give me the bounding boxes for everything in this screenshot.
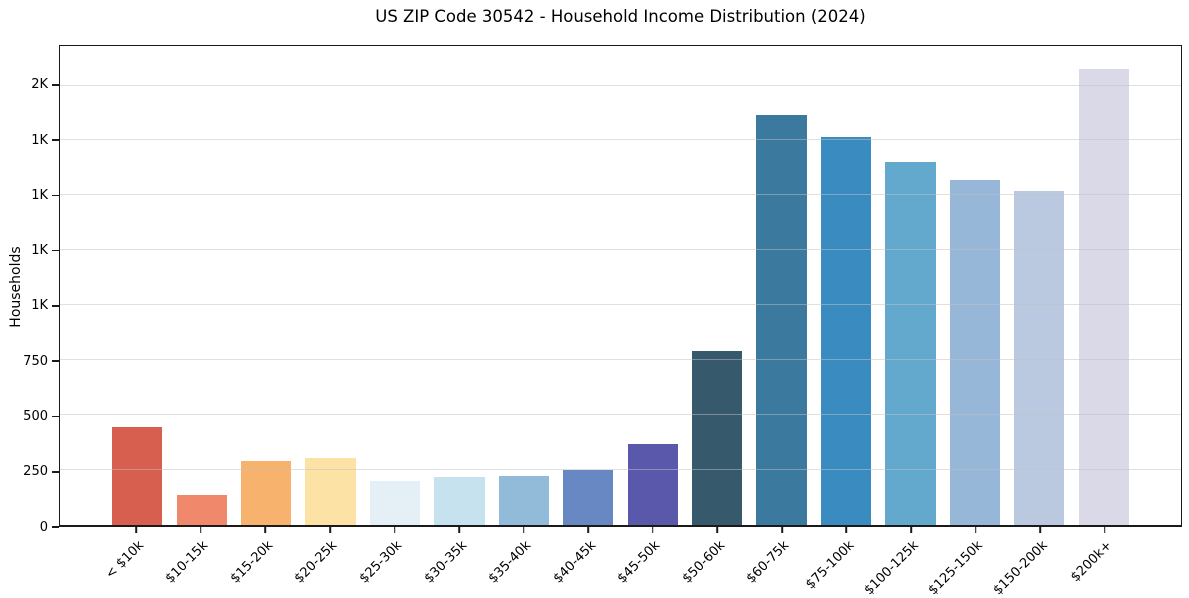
bar-slot: [685, 46, 749, 525]
bar-slot: [234, 46, 298, 525]
x-tick-label: $45-50k: [614, 538, 664, 587]
bar-$20-25k: [305, 458, 356, 525]
y-tick-mark: [52, 249, 59, 252]
x-slot: $100-125k: [861, 527, 944, 598]
x-axis: < $10k $10-15k $15-20k $20-25k $25-30k $30-35…: [59, 527, 1182, 598]
bar-slot: [621, 46, 685, 525]
x-tick-mark: [1039, 527, 1041, 533]
plot-area: [59, 45, 1182, 527]
y-tick-mark: [52, 526, 59, 528]
bar-$75-100k: [820, 137, 872, 525]
x-tick-mark: [587, 527, 590, 533]
x-slot: $40-45k: [550, 527, 621, 590]
y-tick-label: 2K: [31, 77, 48, 93]
y-tick-mark: [52, 194, 59, 197]
x-tick-label: $35-40k: [485, 538, 535, 587]
bar-$45-50k: [627, 444, 678, 525]
x-slot: $30-35k: [421, 527, 492, 590]
x-slot: $75-100k: [803, 527, 879, 592]
bar-slot: [814, 46, 878, 525]
x-tick-label: $10-15k: [162, 538, 212, 587]
bar-$30-35k: [434, 477, 485, 525]
y-tick-mark: [52, 470, 59, 473]
bar-$40-45k: [563, 470, 614, 525]
y-tick-label: 1K: [31, 298, 48, 314]
y-tick-mark: [52, 139, 59, 141]
x-tick-mark: [200, 527, 202, 533]
bar-$125-150k: [949, 180, 1001, 525]
bar-$15-20k: [240, 461, 292, 525]
x-slot: $15-20k: [228, 527, 298, 590]
bar-$60-75k: [756, 114, 807, 525]
y-tick-mark: [52, 305, 59, 307]
x-tick-label: $30-35k: [421, 538, 470, 587]
x-tick-mark: [845, 527, 848, 533]
bar-slot: [1072, 46, 1136, 525]
x-tick-mark: [910, 527, 912, 533]
bar-slot: [427, 46, 491, 525]
x-tick-label: $25-30k: [356, 538, 406, 587]
y-tick-label: 0: [39, 519, 48, 535]
x-tick-mark: [1103, 527, 1106, 533]
x-tick-mark: [781, 527, 783, 533]
bar-slot: [169, 46, 233, 525]
x-slot: $25-30k: [357, 527, 427, 590]
chart-title: US ZIP Code 30542 - Household Income Dis…: [375, 7, 866, 26]
x-tick-mark: [135, 527, 138, 533]
x-tick-label: $60-75k: [744, 538, 793, 587]
x-tick-label: $50-60k: [679, 538, 728, 587]
x-tick-label: $20-25k: [292, 538, 341, 587]
x-tick-mark: [651, 527, 654, 533]
y-tick-label: 1K: [31, 243, 48, 259]
bar-< $10k: [112, 427, 163, 525]
x-slot: $50-60k: [679, 527, 750, 590]
x-slot: $35-40k: [486, 527, 556, 590]
x-slot: $10-15k: [163, 527, 234, 590]
bar-slot: [298, 46, 362, 525]
y-tick-label: 750: [23, 353, 48, 369]
bar-slot: [363, 46, 427, 525]
x-tick-mark: [264, 527, 267, 533]
bar-$200k+: [1078, 69, 1129, 525]
x-tick-label: $200k+: [1068, 538, 1116, 586]
bar-slot: [556, 46, 620, 525]
x-slot: $150-200k: [991, 527, 1073, 598]
bar-$50-60k: [692, 351, 743, 525]
x-tick-label: $40-45k: [550, 538, 599, 587]
bar-slot: [749, 46, 813, 525]
y-tick-mark: [52, 83, 59, 86]
y-tick-mark: [52, 360, 59, 362]
x-slot: $200k+: [1068, 527, 1137, 590]
bar-slot: [105, 46, 169, 525]
bar-slot: [943, 46, 1007, 525]
bar-$25-30k: [369, 481, 421, 525]
bar-slot: [1007, 46, 1071, 525]
x-slot: < $10k: [102, 527, 169, 590]
bars-row: [60, 46, 1181, 525]
x-slot: $45-50k: [615, 527, 686, 590]
x-tick-mark: [974, 527, 977, 533]
x-tick-label: < $10k: [102, 538, 147, 583]
bar-$150-200k: [1014, 191, 1065, 525]
x-slot: $20-25k: [292, 527, 363, 590]
bar-$10-15k: [176, 495, 227, 525]
x-tick-mark: [716, 527, 719, 533]
x-slot: $60-75k: [744, 527, 815, 590]
x-slot: $125-150k: [926, 527, 1008, 598]
bar-slot: [878, 46, 942, 525]
x-tick-mark: [393, 527, 396, 533]
x-tick-label: $15-20k: [227, 538, 277, 587]
bar-$35-40k: [498, 475, 549, 525]
y-tick-label: 500: [23, 408, 48, 424]
x-tick-mark: [329, 527, 331, 533]
x-tick-mark: [522, 527, 525, 533]
x-tick-mark: [458, 527, 460, 533]
y-tick-label: 250: [23, 464, 48, 480]
bar-$100-125k: [885, 162, 936, 525]
y-tick-label: 1K: [31, 187, 48, 203]
y-tick-label: 1K: [31, 132, 48, 148]
bar-slot: [492, 46, 556, 525]
y-tick-mark: [52, 415, 59, 418]
